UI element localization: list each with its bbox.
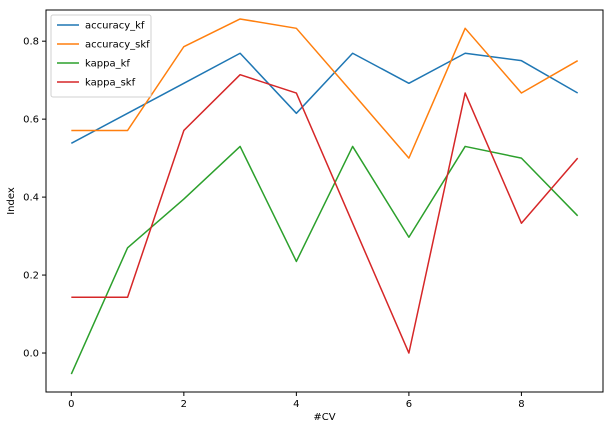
legend-label: kappa_kf: [85, 59, 130, 70]
series-line-accuracy-skf: [71, 18, 579, 159]
series-line-accuracy-kf: [70, 52, 579, 144]
plot-frame: [45, 9, 604, 393]
y-tick-label: 0.6: [23, 115, 39, 126]
legend: accuracy_kf accuracy_skf kappa_kf kappa_skf: [50, 14, 152, 98]
y-tick-label: 0.2: [23, 271, 39, 282]
legend-label: accuracy_kf: [85, 21, 145, 32]
legend-frame: [50, 14, 152, 98]
series-line-kappa-kf: [70, 145, 579, 375]
x-tick-label: 8: [518, 399, 524, 410]
y-axis-label: Index: [6, 187, 17, 215]
y-tick-label: 0.0: [23, 349, 39, 360]
x-tick-label: 0: [68, 399, 74, 410]
plot-lines: [70, 18, 579, 375]
y-axis-ticks: 0.0 0.2 0.4 0.6 0.8: [23, 37, 46, 360]
y-tick-label: 0.4: [23, 193, 39, 204]
series-line-kappa-skf: [71, 73, 579, 354]
y-tick-label: 0.8: [23, 37, 39, 48]
legend-label: accuracy_skf: [85, 40, 150, 51]
legend-label: kappa_skf: [85, 78, 136, 89]
x-tick-label: 6: [406, 399, 412, 410]
x-axis-ticks: 0 2 4 6 8: [68, 392, 525, 410]
x-axis-label: #CV: [313, 412, 335, 423]
x-tick-label: 4: [293, 399, 299, 410]
x-tick-label: 2: [181, 399, 187, 410]
